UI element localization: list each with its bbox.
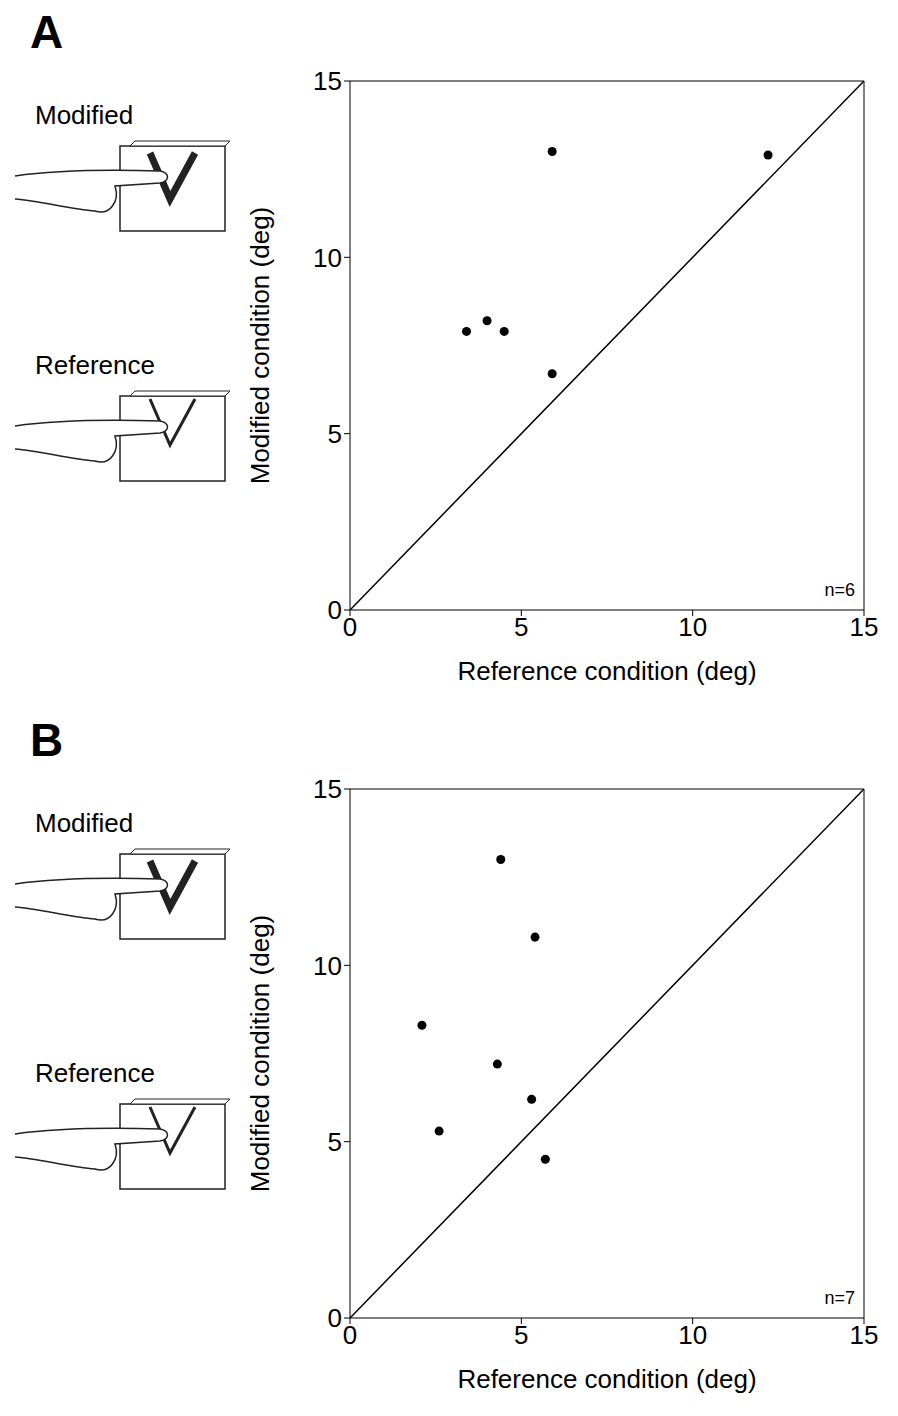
svg-text:Modified condition (deg): Modified condition (deg) bbox=[245, 207, 275, 485]
svg-text:5: 5 bbox=[514, 1320, 528, 1350]
html-text:Modified: Modified bbox=[35, 100, 134, 130]
svg-text:15: 15 bbox=[313, 774, 342, 804]
svg-text:10: 10 bbox=[678, 612, 707, 642]
html-text:B: B bbox=[30, 714, 64, 766]
svg-text:Modified condition (deg): Modified condition (deg) bbox=[245, 915, 275, 1193]
svg-text:15: 15 bbox=[313, 66, 342, 96]
html-text:n=7: n=7 bbox=[824, 1288, 855, 1308]
svg-text:Reference condition (deg): Reference condition (deg) bbox=[457, 656, 756, 686]
html-text:Modified: Modified bbox=[35, 808, 134, 838]
svg-text:0: 0 bbox=[328, 1303, 342, 1333]
svg-text:0: 0 bbox=[343, 612, 357, 642]
svg-text:15: 15 bbox=[850, 612, 879, 642]
svg-text:0: 0 bbox=[343, 1320, 357, 1350]
svg-text:5: 5 bbox=[328, 1127, 342, 1157]
svg-text:15: 15 bbox=[850, 1320, 879, 1350]
html-text:Reference: Reference bbox=[35, 350, 155, 380]
svg-text:0: 0 bbox=[328, 595, 342, 625]
svg-text:5: 5 bbox=[514, 612, 528, 642]
html-text:n=6: n=6 bbox=[824, 580, 855, 600]
svg-text:5: 5 bbox=[328, 419, 342, 449]
html-text:A: A bbox=[30, 6, 64, 58]
svg-text:Reference condition (deg): Reference condition (deg) bbox=[457, 1364, 756, 1394]
svg-text:10: 10 bbox=[313, 951, 342, 981]
svg-text:10: 10 bbox=[313, 243, 342, 273]
svg-text:10: 10 bbox=[678, 1320, 707, 1350]
html-text:Reference: Reference bbox=[35, 1058, 155, 1088]
